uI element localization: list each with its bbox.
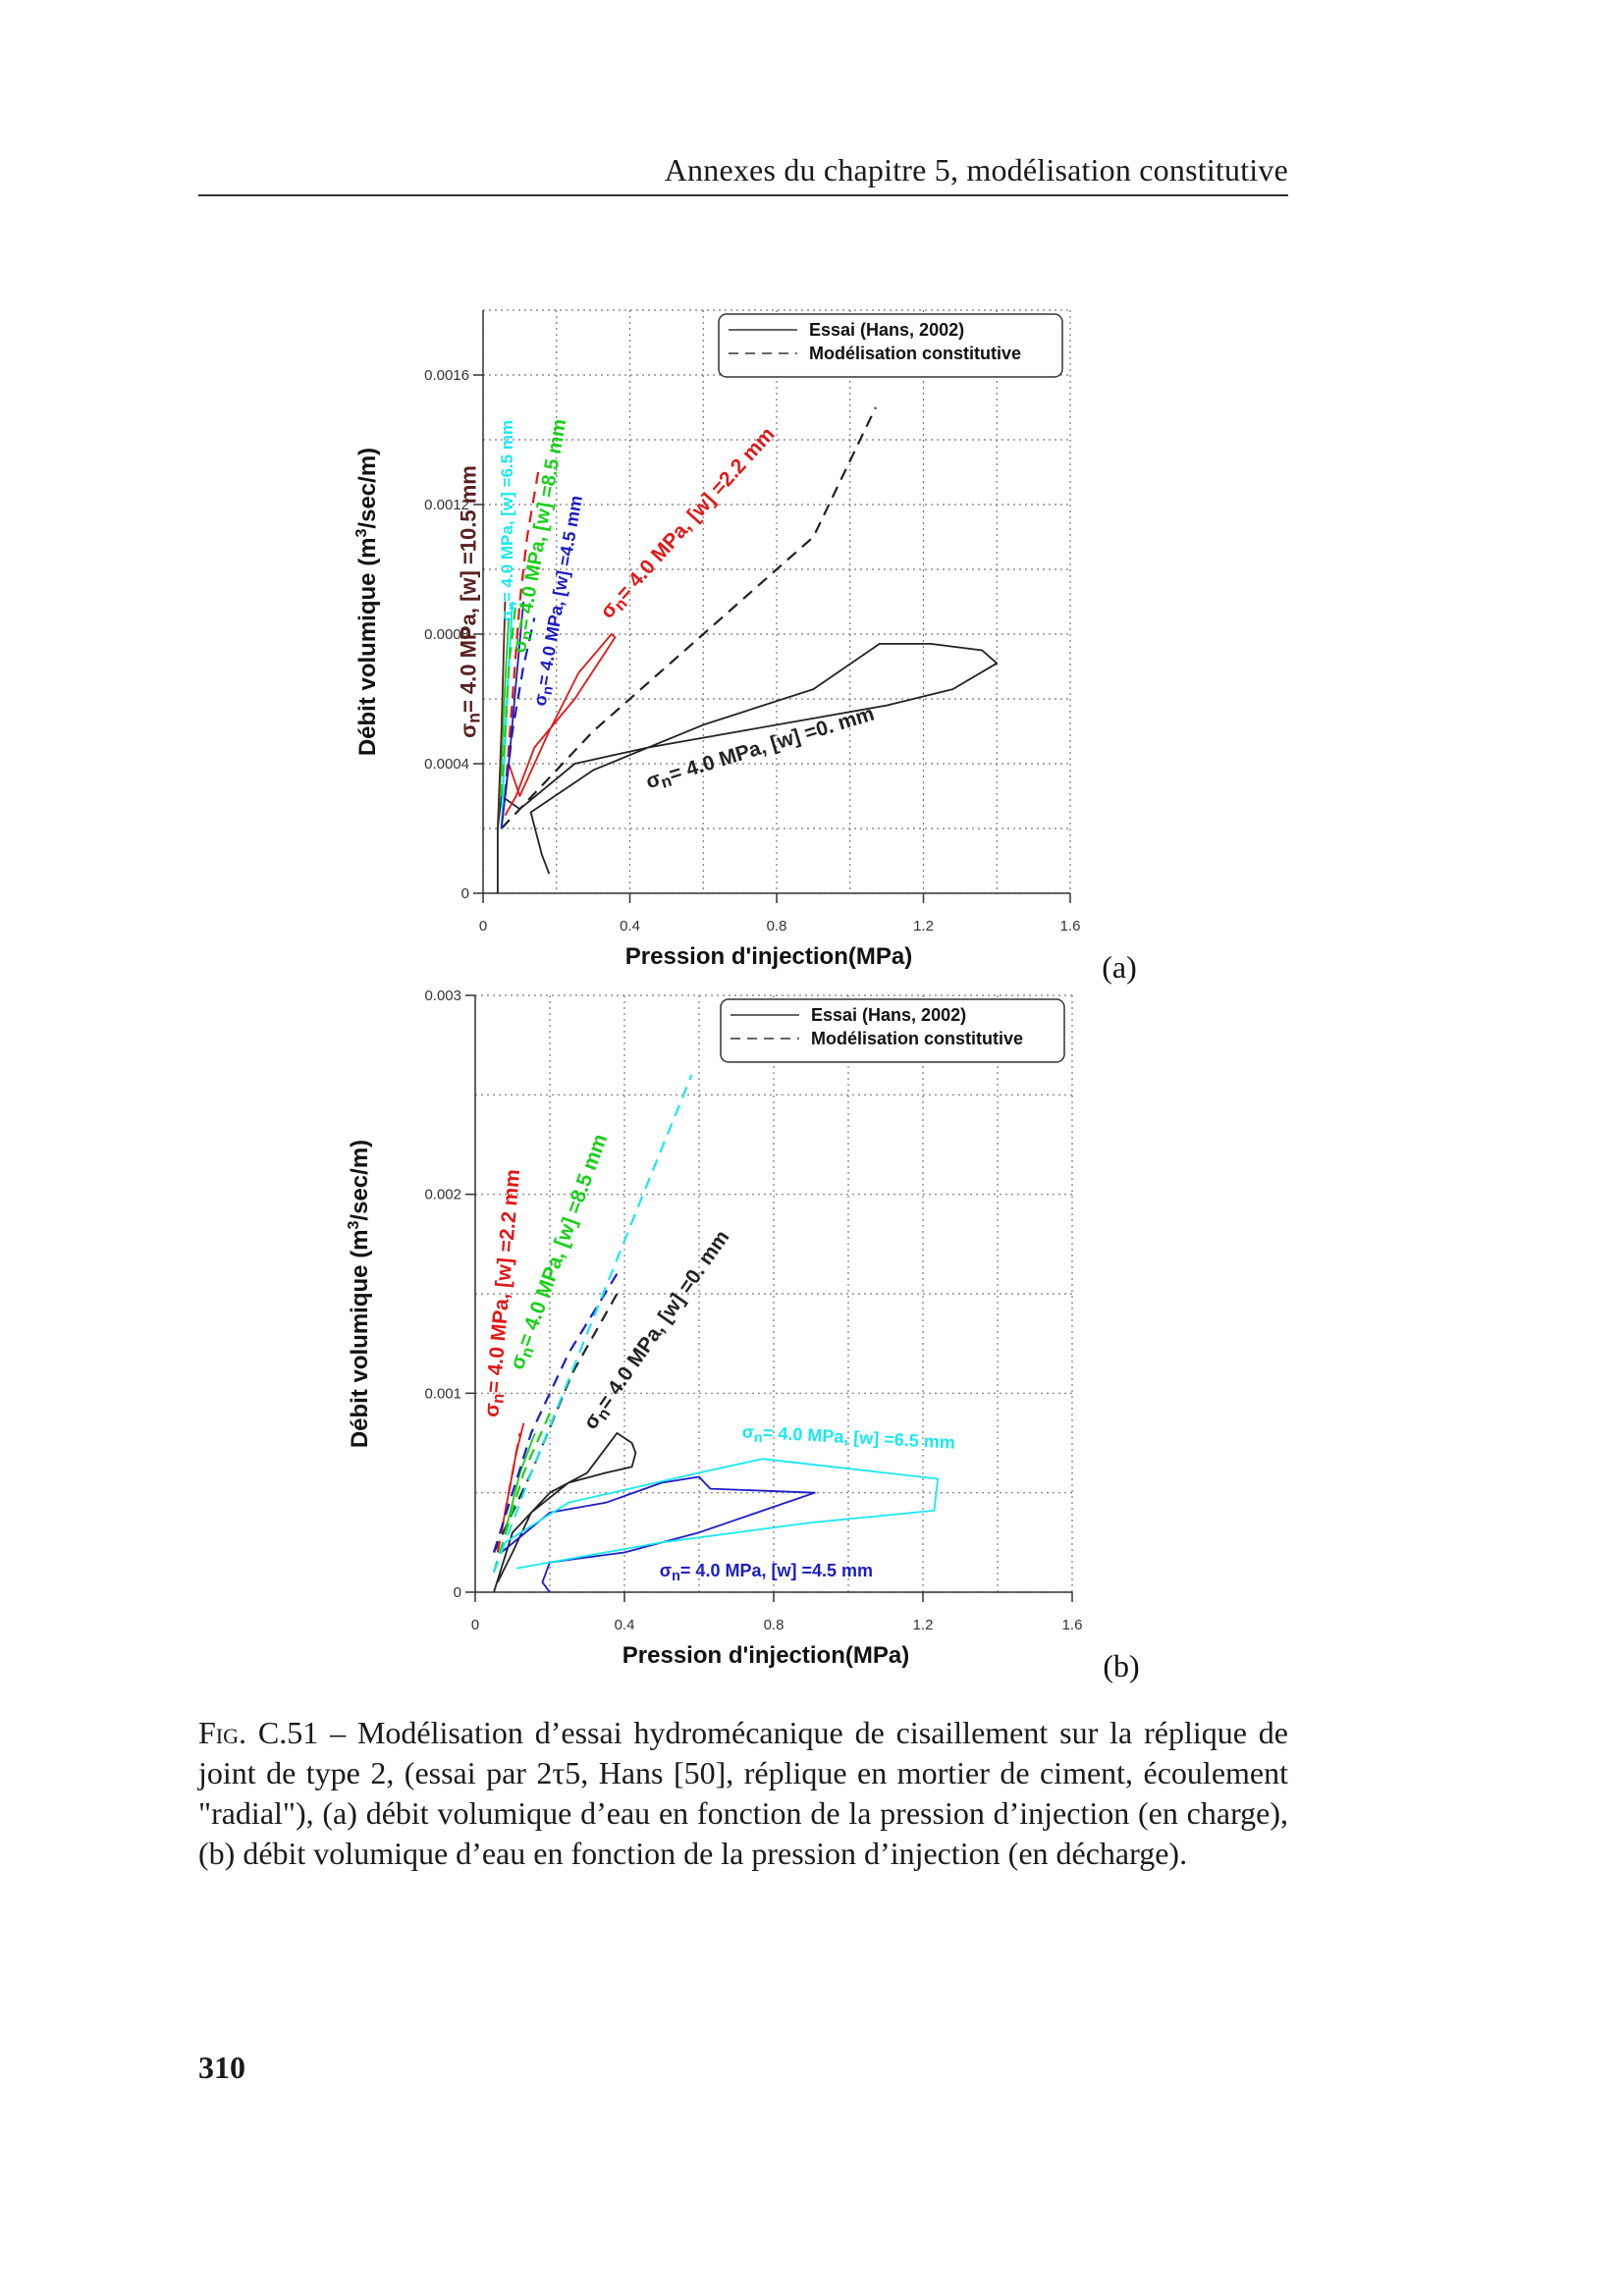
y-tick-label: 0.0008 bbox=[424, 626, 469, 643]
legend-box bbox=[720, 998, 1065, 1063]
x-tick-label: 1.6 bbox=[1060, 918, 1081, 934]
x-tick-label: 0.4 bbox=[615, 1617, 635, 1633]
series-green-dashed bbox=[492, 1413, 552, 1574]
page-number: 310 bbox=[198, 2050, 245, 2085]
chart-panel-a: 0 0.4 0.8 1.2 1.6 0 0.0004 0.0008 0.0012 0.0016 Pr… bbox=[353, 309, 1137, 985]
series-cyan-dashed bbox=[500, 601, 514, 829]
annotation-label: σn= 4.0 MPa, [w] =0. mm bbox=[643, 703, 878, 797]
series-cyan-solid bbox=[504, 1458, 940, 1570]
y-tick-label: 0.002 bbox=[424, 1187, 461, 1203]
series-red-dashed bbox=[496, 1432, 521, 1553]
legend-label: Essai (Hans, 2002) bbox=[811, 1005, 966, 1025]
x-tick-label: 0 bbox=[479, 918, 487, 934]
series-black-solid bbox=[497, 643, 999, 893]
y-axis-title: Débit volumique (m3/sec/m) bbox=[353, 448, 381, 756]
header-rule bbox=[198, 194, 1288, 196]
x-tick-label: 0 bbox=[471, 1617, 479, 1633]
series-red-solid bbox=[500, 633, 617, 829]
annotation-label: σn= 4.0 MPa, [w] =6.5 mm bbox=[498, 420, 519, 621]
figure-c51: 0 0.4 0.8 1.2 1.6 0 0.0004 0.0008 0.0012 0.0016 Pr… bbox=[346, 309, 1140, 1683]
series-brown-solid bbox=[497, 601, 507, 829]
y-axis-title: Débit volumique (m3/sec/m) bbox=[346, 1140, 373, 1448]
x-tick-label: 0.8 bbox=[767, 918, 787, 934]
annotation-label: σn= 4.0 MPa, [w] =2.2 mm bbox=[596, 423, 782, 625]
y-tick-label: 0.001 bbox=[424, 1385, 461, 1402]
legend-box bbox=[718, 313, 1063, 378]
y-tick-label: 0.0016 bbox=[424, 367, 469, 384]
series-black-solid bbox=[493, 1432, 637, 1593]
series-blue-solid bbox=[501, 1475, 816, 1593]
annotation-label: σn= 4.0 MPa, [w] =10.5 mm bbox=[457, 465, 484, 738]
series-black-dashed bbox=[500, 406, 877, 829]
x-tick-label: 1.6 bbox=[1062, 1617, 1083, 1633]
y-tick-label: 0.0012 bbox=[424, 497, 469, 513]
series-red-dashed bbox=[504, 471, 540, 797]
series-red-solid bbox=[500, 1422, 525, 1533]
x-tick-label: 0.4 bbox=[620, 918, 640, 934]
annotation-label: σn= 4.0 MPa, [w] =4.5 mm bbox=[660, 1561, 873, 1584]
series-blue-dashed bbox=[492, 1273, 619, 1553]
y-tick-label: 0.0004 bbox=[424, 756, 469, 773]
series-green-dashed bbox=[500, 601, 517, 797]
legend-label: Modélisation constitutive bbox=[809, 344, 1021, 363]
x-axis-title: Pression d'injection(MPa) bbox=[625, 943, 912, 970]
x-tick-label: 1.2 bbox=[913, 1617, 934, 1633]
x-axis-title: Pression d'injection(MPa) bbox=[622, 1642, 909, 1669]
running-head: Annexes du chapitre 5, modélisation cons… bbox=[664, 152, 1288, 187]
panel-label: (a) bbox=[1102, 949, 1137, 985]
series-cyan-dashed bbox=[492, 1074, 693, 1574]
legend-label: Essai (Hans, 2002) bbox=[809, 320, 964, 340]
figure-caption: Fig. C.51 – Modélisation d’essai hydromé… bbox=[198, 1713, 1288, 1874]
annotation-label: σn= 4.0 MPa, [w] =0. mm bbox=[579, 1226, 736, 1435]
x-tick-label: 0.8 bbox=[764, 1617, 784, 1633]
y-tick-label: 0 bbox=[454, 1584, 461, 1601]
x-tick-label: 1.2 bbox=[913, 918, 934, 934]
y-tick-label: 0 bbox=[461, 885, 469, 902]
y-tick-label: 0.003 bbox=[424, 988, 461, 1004]
caption-text: – Modélisation d’essai hydromécanique de… bbox=[198, 1715, 1289, 1871]
series-green-solid bbox=[504, 1432, 536, 1533]
annotation-label: σn= 4.0 MPa, [w] =8.5 mm bbox=[506, 1131, 615, 1373]
chart-panel-b: 0 0.4 0.8 1.2 1.6 0 0.001 0.002 0.003 Pression d'… bbox=[346, 988, 1140, 1683]
panel-label: (b) bbox=[1103, 1648, 1139, 1683]
legend-label: Modélisation constitutive bbox=[811, 1029, 1023, 1048]
caption-label: Fig. C.51 bbox=[198, 1715, 319, 1750]
